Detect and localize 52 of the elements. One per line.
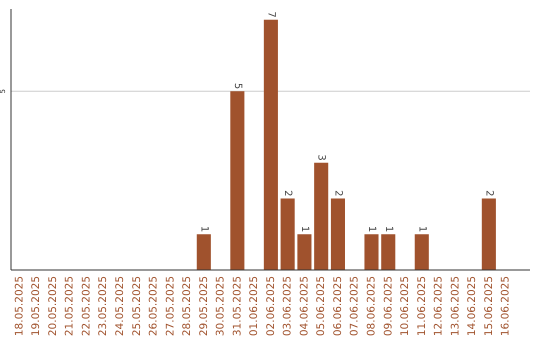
x-tick-label: 20.05.2025 [46,276,59,336]
x-tick-label: 09.06.2025 [382,276,394,336]
x-tick-label: 16.06.2025 [500,276,512,336]
x-tick-label: 03.06.2025 [282,276,294,336]
x-tick-label: 25.05.2025 [130,276,143,336]
bar [381,234,396,270]
x-tick-label: 23.05.2025 [97,276,110,336]
data-label: 2 [483,190,494,196]
x-tick-label: 07.06.2025 [348,276,361,336]
x-tick-label: 12.06.2025 [432,276,445,336]
x-tick-label: 24.05.2025 [114,276,126,336]
bar [280,198,295,270]
x-tick-label: 02.06.2025 [264,276,277,336]
x-tick-label: 08.06.2025 [365,276,378,336]
bar [264,20,278,270]
x-tick-label: 31.05.2025 [231,276,244,336]
bar [364,234,379,270]
x-tick-label: 13.06.2025 [449,276,462,336]
x-tick-label: 04.06.2025 [298,276,310,336]
data-label: 3 [316,154,327,161]
bar [314,162,328,270]
data-label: 1 [298,226,310,232]
x-tick-label: 14.06.2025 [466,276,478,336]
x-tick-label: 28.05.2025 [181,276,194,336]
x-tick-label: 11.06.2025 [416,276,428,336]
data-label: 1 [366,226,377,232]
data-label: 5 [232,82,243,90]
bar [414,234,429,270]
x-tick-label: 26.05.2025 [148,276,160,336]
data-label: 1 [198,226,210,232]
bar [482,198,496,270]
x-tick-label: 05.06.2025 [315,276,328,336]
x-tick-label: 19.05.2025 [30,276,42,336]
x-tick-label: 10.06.2025 [399,276,412,336]
data-label: 1 [382,226,394,232]
bar [230,91,244,270]
data-label: 1 [416,226,428,232]
x-tick-label: 30.05.2025 [214,276,227,336]
bar [297,234,312,270]
x-tick-label: 22.05.2025 [80,276,92,336]
x-tick-label: 27.05.2025 [164,276,176,336]
bar [330,198,345,270]
x-tick-label: 15.06.2025 [482,276,495,336]
data-label: 7 [265,11,276,18]
x-tick-label: 06.06.2025 [332,276,344,336]
x-tick-label: 01.06.2025 [248,276,260,336]
bar [196,234,211,270]
x-tick-label: 18.05.2025 [13,276,26,336]
data-label: 2 [282,190,294,196]
data-label: 2 [332,190,344,196]
x-tick-label: 21.05.2025 [64,276,76,336]
x-tick-label: 29.05.2025 [198,276,210,336]
